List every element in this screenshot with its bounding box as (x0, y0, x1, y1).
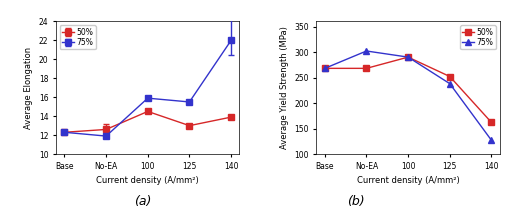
X-axis label: Current density (A/mm²): Current density (A/mm²) (356, 176, 459, 185)
50% (321, 67, 327, 70)
75% (446, 82, 452, 85)
75% (404, 56, 410, 58)
Y-axis label: Average Elongation: Average Elongation (24, 47, 33, 129)
50% (446, 75, 452, 78)
75% (363, 50, 369, 52)
X-axis label: Current density (A/mm²): Current density (A/mm²) (96, 176, 199, 185)
Text: (b): (b) (346, 195, 364, 208)
50% (404, 56, 410, 58)
Line: 50%: 50% (321, 54, 493, 125)
Text: (a): (a) (134, 195, 151, 208)
Legend: 50%, 75%: 50%, 75% (459, 25, 495, 49)
75% (321, 67, 327, 70)
Legend: 50%, 75%: 50%, 75% (60, 25, 96, 49)
Line: 75%: 75% (321, 48, 493, 143)
50% (488, 121, 494, 124)
50% (363, 67, 369, 70)
75% (488, 139, 494, 142)
Y-axis label: Average Yield Strength (MPa): Average Yield Strength (MPa) (279, 26, 288, 149)
